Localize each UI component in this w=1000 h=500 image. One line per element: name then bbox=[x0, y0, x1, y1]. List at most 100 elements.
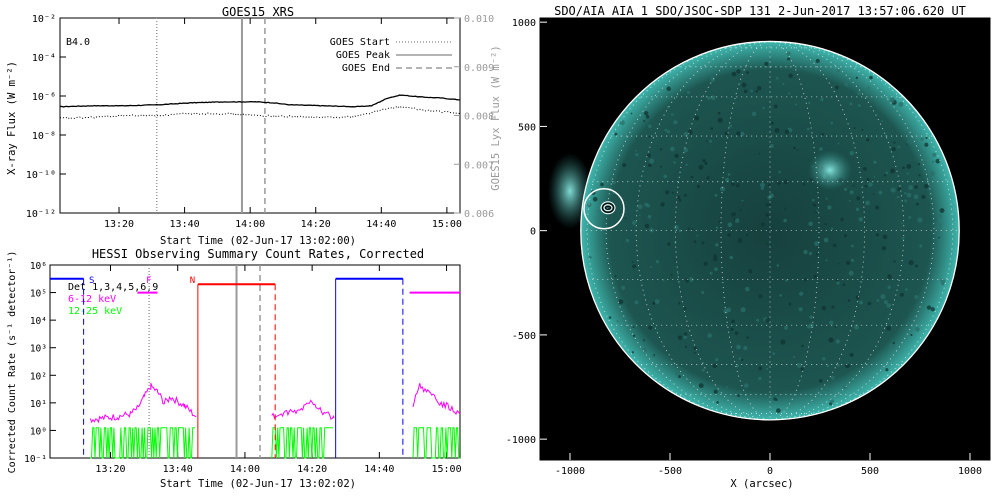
aia-texture-speckle bbox=[840, 217, 844, 222]
aia-texture-speckle bbox=[825, 387, 830, 392]
aia-texture-speckle bbox=[743, 346, 748, 351]
hessi-y-tick-label: 10⁵ bbox=[30, 289, 47, 300]
aia-texture-speckle bbox=[776, 264, 780, 267]
aia-texture-speckle bbox=[693, 346, 697, 350]
aia-flare-location-circle bbox=[583, 188, 625, 230]
aia-texture-speckle bbox=[768, 203, 772, 207]
aia-texture-speckle bbox=[706, 140, 708, 143]
hessi-legend-label: 12-25 keV bbox=[68, 306, 122, 317]
aia-texture-speckle bbox=[740, 131, 745, 137]
aia-texture-speckle bbox=[803, 249, 808, 255]
aia-texture-speckle bbox=[761, 222, 765, 227]
aia-texture-speckle bbox=[748, 269, 753, 274]
aia-rhessi-contour bbox=[602, 202, 614, 213]
hessi-x-tick-label: 15:00 bbox=[432, 464, 462, 475]
aia-texture-speckle bbox=[867, 86, 871, 90]
aia-texture-speckle bbox=[859, 300, 863, 305]
aia-texture-speckle bbox=[624, 142, 628, 146]
aia-texture-speckle bbox=[886, 325, 892, 331]
aia-texture-speckle bbox=[687, 129, 693, 135]
aia-texture-speckle bbox=[844, 82, 849, 87]
aia-texture-speckle bbox=[921, 160, 927, 166]
aia-texture-speckle bbox=[855, 207, 860, 212]
aia-texture-speckle bbox=[873, 176, 876, 178]
aia-texture-speckle bbox=[908, 216, 912, 219]
goes-y-tick-label: 10⁻¹⁰ bbox=[26, 170, 56, 181]
aia-texture-speckle bbox=[784, 208, 787, 211]
aia-texture-speckle bbox=[857, 103, 861, 108]
aia-texture-speckle bbox=[926, 305, 932, 310]
aia-x-tick-label: 0 bbox=[767, 466, 773, 477]
aia-texture-speckle bbox=[635, 152, 639, 157]
aia-texture-speckle bbox=[818, 379, 823, 383]
aia-texture-speckle bbox=[882, 234, 888, 240]
aia-texture-speckle bbox=[848, 270, 854, 276]
aia-texture-speckle bbox=[901, 222, 903, 225]
aia-texture-speckle bbox=[898, 101, 904, 107]
goes-legend-label: GOES Peak bbox=[336, 50, 390, 61]
hessi-x-axis-label: Start Time (02-Jun-17 13:02:02) bbox=[160, 478, 356, 490]
aia-texture-speckle bbox=[883, 174, 887, 177]
aia-texture-speckle bbox=[805, 395, 808, 398]
aia-longitude-line bbox=[769, 41, 865, 421]
aia-texture-speckle bbox=[780, 339, 786, 345]
aia-x-tick-label: 500 bbox=[861, 466, 879, 477]
aia-texture-speckle bbox=[925, 136, 928, 139]
aia-texture-speckle bbox=[914, 185, 918, 189]
aia-texture-speckle bbox=[914, 264, 918, 268]
aia-texture-speckle bbox=[674, 241, 677, 244]
aia-texture-speckle bbox=[910, 333, 913, 337]
aia-texture-speckle bbox=[701, 241, 705, 245]
aia-texture-speckle bbox=[849, 150, 855, 156]
aia-texture-speckle bbox=[758, 366, 763, 371]
aia-texture-speckle bbox=[730, 327, 734, 332]
aia-texture-speckle bbox=[724, 131, 729, 136]
aia-texture-speckle bbox=[614, 275, 617, 278]
hessi-plot: HESSI Observing Summary Count Rates, Cor… bbox=[7, 247, 462, 490]
aia-texture-speckle bbox=[740, 307, 746, 313]
aia-texture-speckle bbox=[807, 324, 812, 329]
aia-texture-speckle bbox=[770, 144, 774, 148]
aia-texture-speckle bbox=[739, 209, 742, 212]
aia-texture-speckle bbox=[913, 194, 919, 200]
aia-texture-speckle bbox=[821, 305, 827, 311]
aia-texture-speckle bbox=[694, 115, 700, 121]
aia-texture-speckle bbox=[845, 363, 850, 369]
aia-texture-speckle bbox=[643, 111, 649, 116]
aia-texture-speckle bbox=[638, 124, 641, 126]
aia-texture-speckle bbox=[937, 213, 943, 219]
aia-longitude-line bbox=[587, 41, 771, 421]
aia-texture-speckle bbox=[736, 344, 741, 350]
aia-texture-speckle bbox=[932, 152, 937, 157]
goes-x-tick-label: 14:40 bbox=[366, 219, 396, 230]
aia-texture-speckle bbox=[687, 227, 690, 230]
aia-texture-speckle bbox=[725, 177, 730, 182]
aia-texture-speckle bbox=[803, 278, 808, 282]
aia-texture-speckle bbox=[820, 97, 824, 102]
aia-texture-speckle bbox=[683, 131, 689, 137]
aia-texture-speckle bbox=[719, 186, 726, 192]
aia-texture-speckle bbox=[701, 368, 705, 372]
aia-texture-speckle bbox=[709, 271, 713, 275]
goes-y-tick-label: 10⁻¹² bbox=[26, 209, 56, 220]
aia-texture-speckle bbox=[836, 69, 841, 73]
aia-texture-speckle bbox=[710, 95, 716, 101]
aia-texture-speckle bbox=[865, 200, 870, 206]
aia-texture-speckle bbox=[770, 58, 773, 61]
goes-y-axis-label: X-ray Flux (W m⁻²) bbox=[6, 61, 18, 175]
hessi-x-tick-label: 13:20 bbox=[95, 464, 125, 475]
hessi-6-12-kev-line bbox=[89, 382, 197, 424]
goes-x-axis-label: Start Time (02-Jun-17 13:02:00) bbox=[160, 235, 356, 247]
aia-texture-speckle bbox=[875, 233, 879, 237]
aia-texture-speckle bbox=[863, 167, 867, 171]
hessi-flag-label: S bbox=[89, 276, 94, 286]
hessi-12-25-kev-line bbox=[90, 427, 195, 459]
aia-texture-speckle bbox=[902, 166, 905, 170]
aia-texture-speckle bbox=[834, 326, 837, 328]
aia-texture-speckle bbox=[632, 334, 636, 338]
hessi-y-tick-label: 10³ bbox=[30, 344, 47, 355]
aia-x-tick-label: -1000 bbox=[555, 466, 585, 477]
aia-texture-speckle bbox=[857, 91, 861, 96]
goes-short-channel-line bbox=[59, 94, 460, 108]
aia-texture-speckle bbox=[671, 191, 674, 194]
